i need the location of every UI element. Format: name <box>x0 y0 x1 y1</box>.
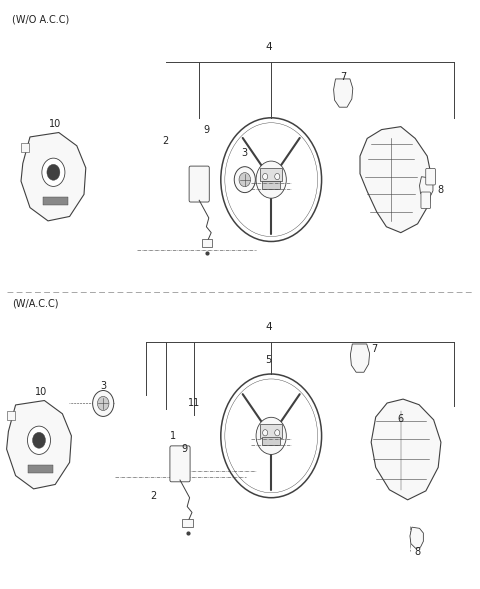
Text: 10: 10 <box>35 387 47 396</box>
Circle shape <box>263 174 268 180</box>
Circle shape <box>239 173 251 187</box>
Circle shape <box>234 167 255 193</box>
Polygon shape <box>371 399 441 500</box>
FancyBboxPatch shape <box>263 180 280 189</box>
Text: 4: 4 <box>265 42 272 52</box>
Text: (W/O A.C.C): (W/O A.C.C) <box>12 15 69 25</box>
FancyBboxPatch shape <box>43 197 68 206</box>
Polygon shape <box>410 527 423 548</box>
FancyBboxPatch shape <box>426 168 435 185</box>
Text: 9: 9 <box>182 444 188 454</box>
FancyBboxPatch shape <box>189 166 209 202</box>
FancyBboxPatch shape <box>202 239 212 247</box>
FancyBboxPatch shape <box>170 446 190 482</box>
Polygon shape <box>420 177 433 198</box>
Circle shape <box>256 161 286 198</box>
Text: 6: 6 <box>398 415 404 424</box>
Text: 11: 11 <box>188 399 201 408</box>
FancyBboxPatch shape <box>260 423 282 438</box>
FancyBboxPatch shape <box>263 436 280 445</box>
Text: 2: 2 <box>150 491 157 501</box>
Text: 2: 2 <box>162 137 169 146</box>
FancyBboxPatch shape <box>421 192 431 209</box>
Polygon shape <box>7 401 72 489</box>
Text: 9: 9 <box>204 125 209 134</box>
Circle shape <box>42 158 65 187</box>
Polygon shape <box>334 79 353 107</box>
Text: 8: 8 <box>438 185 444 194</box>
Circle shape <box>275 430 280 436</box>
Text: 10: 10 <box>49 119 61 128</box>
FancyBboxPatch shape <box>7 411 14 421</box>
Text: 7: 7 <box>371 344 377 353</box>
Polygon shape <box>21 133 86 221</box>
Text: 1: 1 <box>170 431 176 441</box>
Text: 8: 8 <box>415 548 420 557</box>
Circle shape <box>256 417 286 455</box>
Circle shape <box>97 396 109 411</box>
FancyBboxPatch shape <box>28 465 53 474</box>
FancyBboxPatch shape <box>182 519 193 527</box>
Text: 5: 5 <box>265 356 272 365</box>
Circle shape <box>93 391 114 416</box>
Circle shape <box>263 430 268 436</box>
Circle shape <box>33 432 46 448</box>
Text: (W/A.C.C): (W/A.C.C) <box>12 299 59 309</box>
Polygon shape <box>360 127 432 233</box>
Text: 3: 3 <box>100 381 106 391</box>
Text: 4: 4 <box>265 322 272 332</box>
FancyBboxPatch shape <box>260 167 282 181</box>
Text: 3: 3 <box>242 148 248 158</box>
Polygon shape <box>350 344 370 372</box>
Circle shape <box>27 426 50 455</box>
Circle shape <box>275 174 280 180</box>
Text: 7: 7 <box>340 72 347 81</box>
FancyBboxPatch shape <box>21 143 29 153</box>
Circle shape <box>47 164 60 180</box>
